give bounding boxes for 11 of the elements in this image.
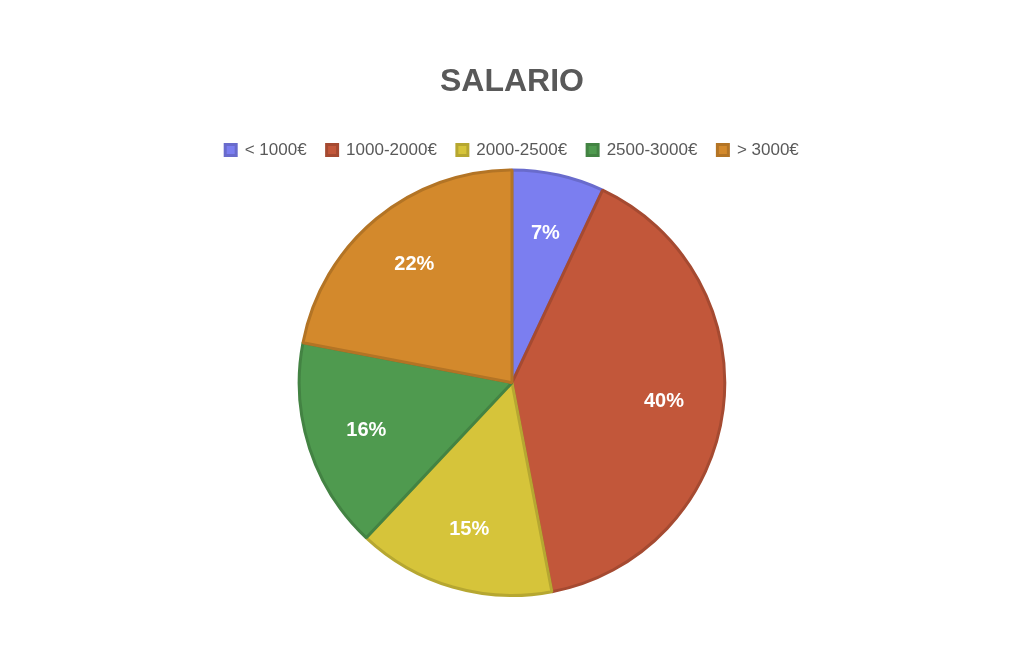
data-label: 15% (449, 517, 490, 540)
data-label: 16% (346, 417, 387, 440)
chart-title: SALARIO (440, 62, 584, 99)
legend-label: 2500-3000€ (606, 139, 698, 159)
data-label: 40% (643, 389, 685, 412)
legend-label: > 3000€ (736, 139, 800, 159)
legend-label: < 1000€ (244, 139, 308, 159)
legend-label: 1000-2000€ (346, 139, 438, 159)
legend-label: 2000-2500€ (476, 139, 568, 159)
data-label: 22% (394, 252, 435, 275)
data-label: 7% (530, 220, 561, 243)
